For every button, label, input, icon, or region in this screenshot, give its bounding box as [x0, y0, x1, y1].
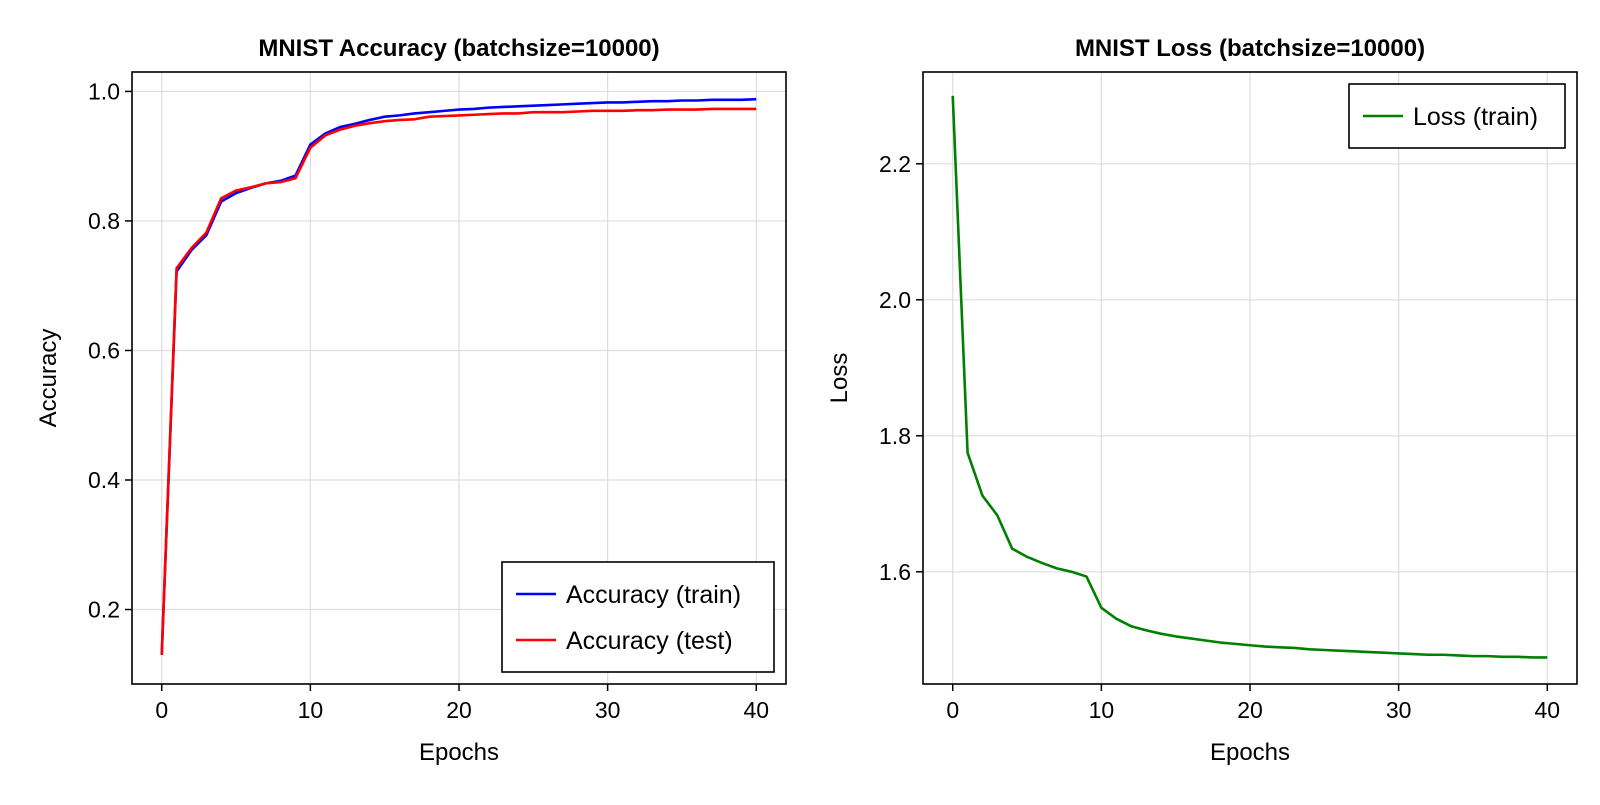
loss-x-tick-label-2: 20	[1237, 697, 1263, 723]
accuracy-x-tick-label-1: 10	[298, 697, 324, 723]
loss-x-tick-label-1: 10	[1089, 697, 1115, 723]
accuracy-chart-title: MNIST Accuracy (batchsize=10000)	[258, 35, 659, 62]
loss-legend: Loss (train)	[1348, 83, 1566, 149]
accuracy-x-tick-label-3: 30	[595, 697, 621, 723]
accuracy-x-tick-label-0: 0	[155, 697, 168, 723]
accuracy-legend: Accuracy (train) Accuracy (test)	[501, 561, 775, 673]
loss-chart-title: MNIST Loss (batchsize=10000)	[1075, 35, 1425, 62]
accuracy-y-tick-label-1: 0.4	[88, 467, 120, 493]
accuracy-x-tick-label-2: 20	[446, 697, 472, 723]
loss-series-line-0	[951, 95, 1548, 659]
loss-x-tick-label-3: 30	[1386, 697, 1412, 723]
accuracy-x-tick-label-4: 40	[743, 697, 769, 723]
accuracy-legend-box	[501, 561, 775, 673]
loss-y-tick-label-0: 1.6	[879, 559, 911, 585]
accuracy-y-tick-label-3: 0.8	[88, 208, 120, 234]
loss-y-axis-label: Loss	[826, 353, 853, 404]
loss-legend-label-0: Loss (train)	[1413, 103, 1538, 131]
loss-x-tick-label-0: 0	[946, 697, 959, 723]
accuracy-y-axis-label: Accuracy	[35, 329, 62, 428]
loss-y-tick-label-1: 1.8	[879, 423, 911, 449]
loss-y-tick-label-2: 2.0	[879, 287, 911, 313]
accuracy-y-tick-label-0: 0.2	[88, 597, 120, 623]
loss-x-tick-label-4: 40	[1534, 697, 1560, 723]
accuracy-y-tick-label-2: 0.6	[88, 337, 120, 363]
loss-y-tick-label-3: 2.2	[879, 151, 911, 177]
loss-chart: 0 10 20 30 40 1.6 1.8 2.0 2.2 MNIST Loss (batchsi…	[826, 35, 1578, 766]
accuracy-x-axis-label: Epochs	[419, 739, 499, 766]
loss-x-axis-label: Epochs	[1210, 739, 1290, 766]
accuracy-chart: 0 10 20 30 40 0.2 0.4 0.6 0.8 1.0 MNIST Accuracy (…	[35, 35, 787, 766]
accuracy-y-tick-label-4: 1.0	[88, 78, 120, 104]
accuracy-series-line-1	[160, 107, 757, 655]
accuracy-legend-label-1: Accuracy (test)	[566, 627, 733, 655]
accuracy-legend-label-0: Accuracy (train)	[566, 581, 741, 609]
